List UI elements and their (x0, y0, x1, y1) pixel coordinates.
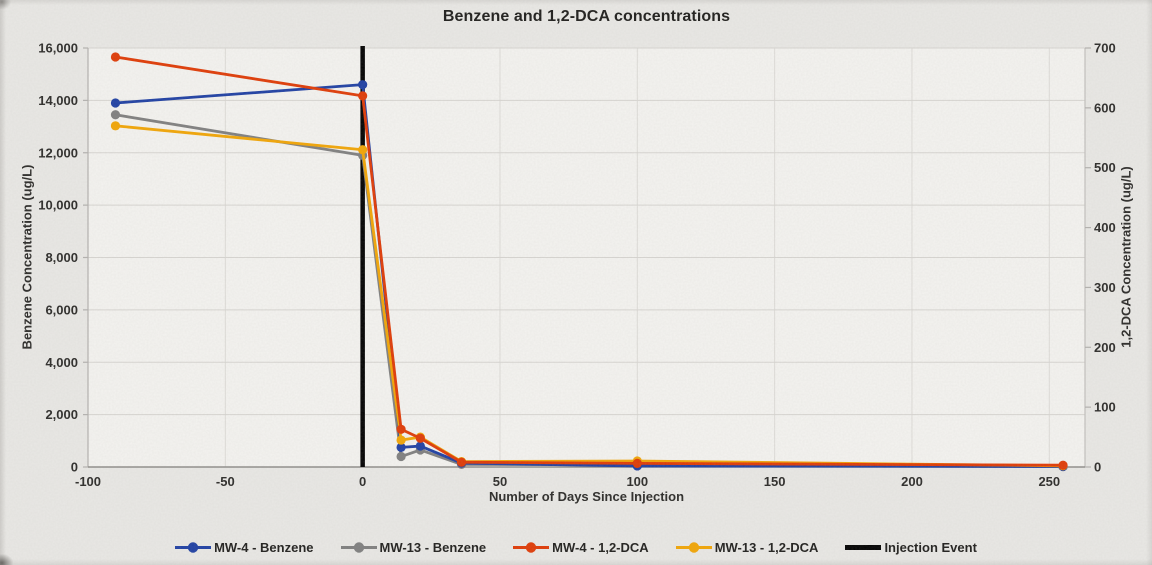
data-point-marker (358, 145, 368, 155)
x-tick-label: -100 (75, 474, 101, 489)
legend-label: MW-4 - Benzene (214, 540, 314, 555)
legend-item: MW-4 - 1,2-DCA (513, 540, 649, 555)
legend-label: MW-13 - 1,2-DCA (714, 540, 819, 555)
y-left-tick-label: 10,000 (38, 198, 78, 213)
y-right-tick-label: 600 (1094, 100, 1116, 115)
y-left-tick-label: 4,000 (45, 355, 78, 370)
y-left-tick-label: 8,000 (45, 250, 78, 265)
legend-marker-icon (340, 542, 377, 553)
y-left-tick-label: 12,000 (38, 145, 78, 160)
data-point-marker (396, 435, 406, 445)
legend-marker-icon (175, 542, 212, 553)
data-point-marker (1058, 460, 1068, 470)
data-point-marker (632, 458, 642, 469)
legend-label: Injection Event (884, 540, 977, 555)
data-point-marker (110, 98, 121, 108)
data-point-marker (358, 91, 368, 101)
legend-marker-icon (513, 542, 550, 553)
y-right-tick-label: 0 (1094, 460, 1101, 475)
y-axis-title-right: 1,2-DCA Concentration (ug/L) (1118, 166, 1134, 348)
x-tick-label: 100 (626, 474, 648, 489)
data-point-marker (110, 52, 121, 62)
legend-label: MW-13 - Benzene (379, 540, 487, 555)
y-left-tick-label: 14,000 (38, 93, 78, 108)
chart-legend: MW-4 - Benzene MW-13 - Benzene MW-4 - 1,2-… (0, 540, 1152, 555)
legend-marker-icon (845, 545, 882, 550)
data-point-marker (456, 457, 467, 467)
data-point-marker (110, 110, 121, 120)
x-tick-label: 150 (764, 474, 786, 489)
y-left-tick-label: 2,000 (45, 407, 78, 422)
y-right-tick-label: 400 (1094, 220, 1116, 235)
data-point-marker (110, 121, 121, 131)
x-tick-label: -50 (216, 474, 235, 489)
y-right-tick-label: 100 (1094, 400, 1116, 415)
legend-item: MW-13 - 1,2-DCA (675, 540, 819, 555)
y-left-tick-label: 6,000 (45, 302, 78, 317)
legend-item: MW-4 - Benzene (175, 540, 314, 555)
y-right-tick-label: 300 (1094, 280, 1116, 295)
x-tick-label: 0 (359, 474, 366, 489)
y-axis-title-left: Benzene Concentration (ug/L) (19, 164, 35, 350)
legend-item: MW-13 - Benzene (340, 540, 487, 555)
data-point-marker (396, 451, 406, 462)
x-tick-label: 200 (901, 474, 923, 489)
y-left-tick-label: 16,000 (38, 41, 78, 56)
data-point-marker (396, 424, 406, 434)
legend-label: MW-4 - 1,2-DCA (552, 540, 649, 555)
x-axis-title: Number of Days Since Injection (488, 489, 685, 504)
data-point-marker (415, 433, 425, 443)
data-point-marker (358, 80, 368, 90)
y-right-tick-label: 500 (1094, 160, 1116, 175)
x-tick-label: 50 (493, 474, 507, 489)
legend-item: Injection Event (845, 540, 977, 555)
y-right-tick-label: 200 (1094, 340, 1116, 355)
y-left-tick-label: 0 (71, 460, 78, 475)
legend-marker-icon (675, 542, 712, 553)
y-right-tick-label: 700 (1094, 41, 1116, 56)
x-tick-label: 250 (1038, 474, 1060, 489)
